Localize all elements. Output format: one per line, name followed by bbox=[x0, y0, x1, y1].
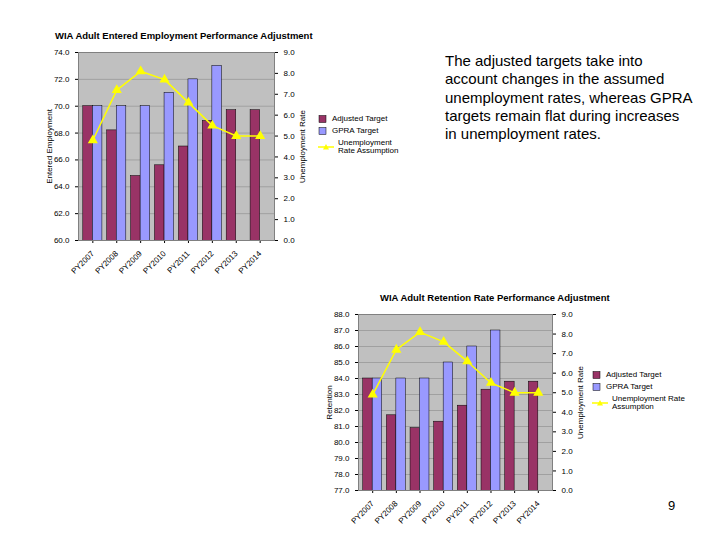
html-text:Unemployment Rate Assumption: Unemployment Rate Assumption bbox=[612, 393, 685, 412]
svg-text:9.0: 9.0 bbox=[284, 48, 296, 57]
svg-text:6.0: 6.0 bbox=[562, 369, 574, 378]
svg-text:83.0: 83.0 bbox=[334, 390, 350, 399]
svg-text:85.0: 85.0 bbox=[334, 358, 350, 367]
svg-text:7.0: 7.0 bbox=[284, 90, 296, 99]
svg-text:84.0: 84.0 bbox=[334, 374, 350, 383]
html-text:Adjusted Target: Adjusted Target bbox=[332, 114, 388, 123]
svg-text:60.0: 60.0 bbox=[54, 236, 70, 245]
svg-text:72.0: 72.0 bbox=[54, 75, 70, 84]
html-text:GPRA Target: GPRA Target bbox=[332, 125, 379, 135]
svg-text:PY2013: PY2013 bbox=[491, 499, 518, 526]
html-text:Adjusted Target: Adjusted Target bbox=[606, 370, 662, 379]
svg-text:80.0: 80.0 bbox=[334, 438, 350, 447]
svg-text:82.0: 82.0 bbox=[334, 406, 350, 415]
svg-text:74.0: 74.0 bbox=[54, 48, 70, 57]
svg-text:66.0: 66.0 bbox=[54, 155, 70, 164]
svg-text:PY2012: PY2012 bbox=[189, 249, 216, 276]
svg-text:9.0: 9.0 bbox=[562, 310, 574, 319]
svg-text:3.0: 3.0 bbox=[562, 427, 574, 436]
html-text:GPRA Target: GPRA Target bbox=[606, 381, 653, 391]
svg-text:2.0: 2.0 bbox=[562, 447, 574, 456]
svg-text:78.0: 78.0 bbox=[334, 470, 350, 479]
svg-text:3.0: 3.0 bbox=[284, 173, 296, 182]
svg-text:Entered Employment: Entered Employment bbox=[45, 108, 54, 183]
svg-text:PY2009: PY2009 bbox=[397, 499, 424, 526]
svg-text:PY2008: PY2008 bbox=[93, 249, 120, 276]
svg-text:2.0: 2.0 bbox=[284, 194, 296, 203]
svg-text:64.0: 64.0 bbox=[54, 182, 70, 191]
svg-text:PY2008: PY2008 bbox=[373, 499, 400, 526]
html-text:9: 9 bbox=[668, 498, 676, 513]
svg-text:PY2009: PY2009 bbox=[117, 249, 144, 276]
html-text:Unemployment Rate Assumption: Unemployment Rate Assumption bbox=[338, 137, 399, 156]
svg-text:88.0: 88.0 bbox=[334, 310, 350, 319]
svg-text:PY2013: PY2013 bbox=[213, 249, 240, 276]
svg-text:4.0: 4.0 bbox=[284, 153, 296, 162]
svg-text:5.0: 5.0 bbox=[562, 388, 574, 397]
svg-text:70.0: 70.0 bbox=[54, 102, 70, 111]
svg-text:PY2014: PY2014 bbox=[237, 249, 264, 276]
svg-text:Unemployment Rate: Unemployment Rate bbox=[298, 109, 307, 182]
svg-text:PY2010: PY2010 bbox=[141, 249, 168, 276]
svg-text:1.0: 1.0 bbox=[284, 215, 296, 224]
svg-text:79.0: 79.0 bbox=[334, 454, 350, 463]
svg-text:77.0: 77.0 bbox=[334, 486, 350, 495]
svg-text:87.0: 87.0 bbox=[334, 326, 350, 335]
svg-text:Retention: Retention bbox=[325, 385, 334, 419]
svg-text:4.0: 4.0 bbox=[562, 408, 574, 417]
svg-text:PY2012: PY2012 bbox=[468, 499, 495, 526]
html-text:WIA Adult Entered Employment P: WIA Adult Entered Employment Performance… bbox=[55, 30, 313, 41]
svg-text:8.0: 8.0 bbox=[562, 330, 574, 339]
svg-text:PY2007: PY2007 bbox=[70, 249, 97, 276]
svg-text:PY2011: PY2011 bbox=[444, 499, 470, 525]
svg-text:0.0: 0.0 bbox=[562, 486, 574, 495]
svg-text:6.0: 6.0 bbox=[284, 111, 296, 120]
svg-text:81.0: 81.0 bbox=[334, 422, 350, 431]
svg-text:68.0: 68.0 bbox=[54, 129, 70, 138]
html-text:WIA Adult Retention Rate Perfo: WIA Adult Retention Rate Performance Adj… bbox=[380, 292, 610, 303]
svg-text:PY2011: PY2011 bbox=[166, 249, 192, 275]
html-text:The adjusted targets take into: The adjusted targets take into account c… bbox=[445, 52, 692, 143]
svg-text:PY2007: PY2007 bbox=[349, 499, 376, 526]
svg-text:PY2014: PY2014 bbox=[515, 499, 542, 526]
svg-text:1.0: 1.0 bbox=[562, 467, 574, 476]
svg-text:86.0: 86.0 bbox=[334, 342, 350, 351]
svg-text:PY2010: PY2010 bbox=[420, 499, 447, 526]
svg-text:0.0: 0.0 bbox=[284, 236, 296, 245]
svg-text:62.0: 62.0 bbox=[54, 209, 70, 218]
svg-text:Unemployment Rate: Unemployment Rate bbox=[576, 365, 585, 438]
svg-text:7.0: 7.0 bbox=[562, 349, 574, 358]
svg-text:5.0: 5.0 bbox=[284, 132, 296, 141]
svg-text:8.0: 8.0 bbox=[284, 69, 296, 78]
